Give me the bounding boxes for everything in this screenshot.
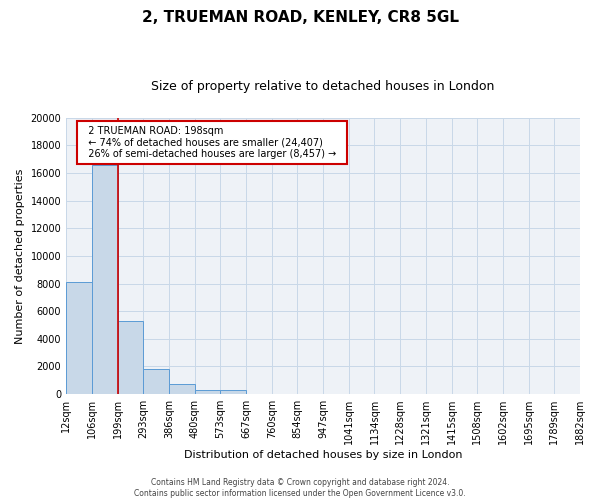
- Y-axis label: Number of detached properties: Number of detached properties: [15, 168, 25, 344]
- Bar: [194, 390, 220, 394]
- Bar: [169, 384, 194, 394]
- Bar: [92, 164, 118, 394]
- Text: Contains HM Land Registry data © Crown copyright and database right 2024.
Contai: Contains HM Land Registry data © Crown c…: [134, 478, 466, 498]
- Bar: [143, 368, 169, 394]
- Bar: [118, 321, 143, 394]
- Title: Size of property relative to detached houses in London: Size of property relative to detached ho…: [151, 80, 495, 93]
- Text: 2, TRUEMAN ROAD, KENLEY, CR8 5GL: 2, TRUEMAN ROAD, KENLEY, CR8 5GL: [142, 10, 458, 25]
- Bar: [66, 282, 92, 394]
- Text: 2 TRUEMAN ROAD: 198sqm
  ← 74% of detached houses are smaller (24,407)
  26% of : 2 TRUEMAN ROAD: 198sqm ← 74% of detached…: [82, 126, 342, 160]
- X-axis label: Distribution of detached houses by size in London: Distribution of detached houses by size …: [184, 450, 463, 460]
- Bar: [220, 390, 246, 394]
